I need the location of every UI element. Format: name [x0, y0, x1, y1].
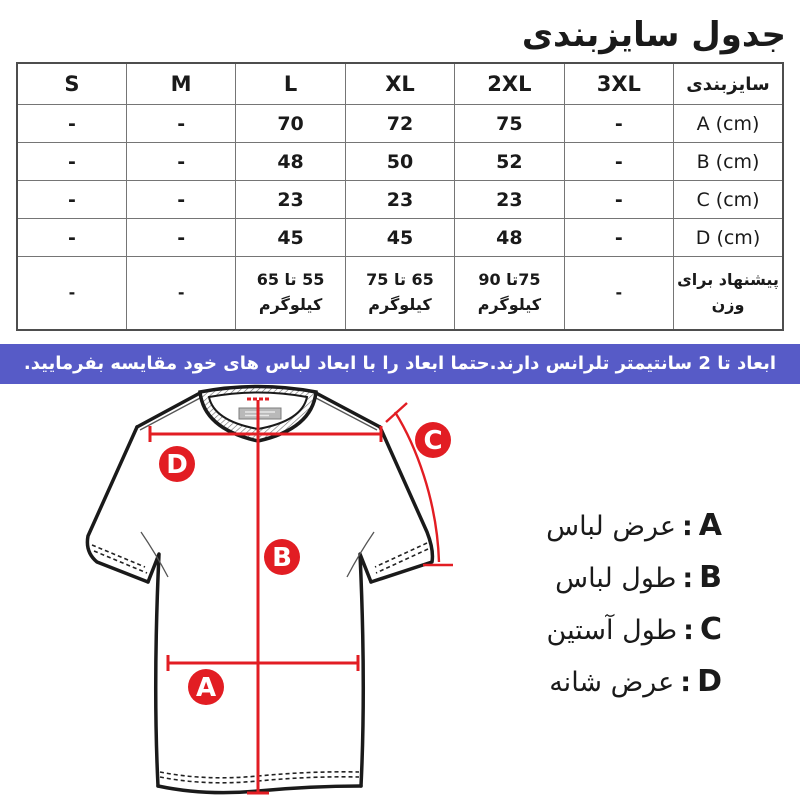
table-row-d: - - 45 45 48 - D (cm) — [16, 218, 784, 257]
legend-separator: : — [680, 667, 692, 698]
column-header-2xl: 2XL — [454, 62, 565, 105]
table-cell: 45 — [344, 218, 456, 257]
legend-letter: B — [699, 560, 722, 595]
tshirt-outline — [85, 391, 435, 795]
row-label-weight: پیشنهاد برای وزن — [673, 256, 784, 331]
table-cell: 23 — [454, 180, 565, 219]
table-cell: - — [125, 104, 237, 143]
table-cell: 23 — [235, 180, 346, 219]
table-cell: - — [125, 142, 237, 181]
svg-text:A: A — [196, 673, 216, 703]
table-cell: - — [16, 142, 127, 181]
row-label-d: D (cm) — [673, 218, 784, 257]
page-title: جدول سایزبندی — [521, 15, 786, 55]
table-cell: 50 — [344, 142, 456, 181]
table-cell: 65 تا 75 کیلوگرم — [344, 256, 456, 331]
column-header-m: M — [125, 62, 237, 105]
table-cell: - — [16, 256, 127, 331]
svg-text:B: B — [272, 543, 292, 573]
table-cell: 55 تا 65 کیلوگرم — [235, 256, 346, 331]
measure-line-b — [247, 397, 269, 795]
neck-label — [238, 407, 282, 420]
column-header-sizing: سایزبندی — [673, 62, 784, 105]
marker-b-badge: B — [264, 539, 300, 575]
table-cell: - — [16, 180, 127, 219]
table-row-c: - - 23 23 23 - C (cm) — [16, 180, 784, 219]
measure-line-c — [385, 402, 453, 567]
table-cell: - — [125, 180, 237, 219]
table-cell: - — [563, 256, 675, 331]
marker-badges: D C B A — [159, 422, 451, 705]
legend-item-a: A:عرض لباس — [546, 502, 722, 554]
measurement-lines — [148, 397, 453, 795]
legend-text: عرض لباس — [546, 511, 676, 542]
table-cell: 75 — [454, 104, 565, 143]
tolerance-banner: ابعاد تا 2 سانتیمتر تلرانس دارند.حتما اب… — [0, 344, 800, 384]
column-header-s: S — [16, 62, 127, 105]
table-cell: 70 — [235, 104, 346, 143]
table-cell: 23 — [344, 180, 456, 219]
table-cell: 45 — [235, 218, 346, 257]
row-label-b: B (cm) — [673, 142, 784, 181]
legend-item-d: D:عرض شانه — [546, 658, 722, 710]
table-cell: 52 — [454, 142, 565, 181]
marker-d-badge: D — [159, 446, 195, 482]
table-cell: - — [563, 180, 675, 219]
column-header-xl: XL — [344, 62, 456, 105]
legend-item-c: C:طول آستین — [546, 606, 722, 658]
table-cell: 48 — [235, 142, 346, 181]
legend-letter: C — [699, 612, 722, 647]
stitch-lines — [91, 542, 429, 784]
legend-item-b: B:طول لباس — [546, 554, 722, 606]
svg-text:D: D — [166, 450, 188, 480]
table-cell: 75تا 90 کیلوگرم — [454, 256, 565, 331]
marker-a-badge: A — [188, 669, 224, 705]
header-row: S M L XL 2XL 3XL سایزبندی — [16, 62, 784, 105]
table-cell: - — [563, 142, 675, 181]
legend-text: عرض شانه — [549, 667, 675, 698]
collar — [198, 384, 318, 443]
table-row-b: - - 48 50 52 - B (cm) — [16, 142, 784, 181]
table-row-weight: - - 55 تا 65 کیلوگرم 65 تا 75 کیلوگرم 75… — [16, 256, 784, 331]
table-cell: - — [16, 218, 127, 257]
column-header-3xl: 3XL — [563, 62, 675, 105]
table-cell: - — [16, 104, 127, 143]
legend-separator: : — [682, 563, 694, 594]
marker-c-badge: C — [415, 422, 451, 458]
tshirt-diagram: D C B A — [85, 384, 453, 795]
legend-text: طول آستین — [546, 615, 678, 646]
table-cell: 72 — [344, 104, 456, 143]
diagram-area: D C B A A:عرض لباس — [0, 384, 800, 807]
legend-separator: : — [681, 511, 693, 542]
table-row-a: - - 70 72 75 - A (cm) — [16, 104, 784, 143]
legend-letter: A — [698, 508, 722, 543]
legend-separator: : — [683, 615, 694, 646]
row-label-a: A (cm) — [673, 104, 784, 143]
size-chart-table: S M L XL 2XL 3XL سایزبندی - - 70 72 75 -… — [16, 62, 784, 331]
column-header-l: L — [235, 62, 346, 105]
legend-letter: D — [697, 664, 722, 699]
table-cell: - — [563, 218, 675, 257]
svg-text:C: C — [423, 426, 442, 456]
table-cell: - — [125, 256, 237, 331]
seam-lines — [139, 396, 378, 578]
row-label-c: C (cm) — [673, 180, 784, 219]
table-cell: - — [125, 218, 237, 257]
legend-text: طول لباس — [555, 563, 677, 594]
measure-line-a — [166, 655, 360, 671]
measurement-legend: A:عرض لباس B:طول لباس C:طول آستین D:عرض … — [546, 502, 722, 710]
table-cell: - — [563, 104, 675, 143]
measure-line-d — [148, 426, 383, 442]
table-cell: 48 — [454, 218, 565, 257]
